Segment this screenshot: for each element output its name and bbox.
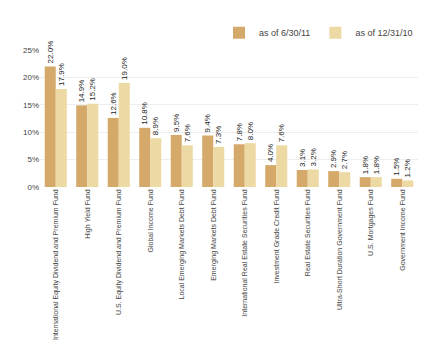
svg-text:25%: 25%: [23, 46, 39, 55]
svg-text:8.0%: 8.0%: [246, 122, 255, 140]
svg-text:9.4%: 9.4%: [203, 114, 212, 132]
svg-text:10%: 10%: [23, 128, 39, 137]
svg-text:15%: 15%: [23, 101, 39, 110]
svg-text:1.5%: 1.5%: [392, 158, 401, 176]
svg-text:3.1%: 3.1%: [298, 149, 307, 167]
svg-text:0%: 0%: [27, 183, 39, 192]
svg-text:3.2%: 3.2%: [309, 148, 318, 166]
svg-text:International Real Estate Secu: International Real Estate Securities Fun…: [241, 189, 248, 316]
svg-text:1.8%: 1.8%: [372, 156, 381, 174]
svg-text:7.6%: 7.6%: [277, 124, 286, 142]
svg-text:Government Income Fund: Government Income Fund: [399, 189, 406, 270]
svg-text:High Yield Fund: High Yield Fund: [84, 189, 92, 239]
svg-text:U.S. Mortgages Fund: U.S. Mortgages Fund: [367, 189, 375, 256]
svg-text:Local Emerging Markets Debt Fu: Local Emerging Markets Debt Fund: [178, 189, 186, 299]
svg-text:20%: 20%: [23, 73, 39, 82]
svg-text:1.8%: 1.8%: [361, 156, 370, 174]
svg-text:International Equity Dividend: International Equity Dividend and Premiu…: [52, 189, 60, 340]
svg-text:1.2%: 1.2%: [403, 159, 412, 177]
svg-text:as of 6/30/11: as of 6/30/11: [259, 28, 310, 38]
svg-text:14.9%: 14.9%: [77, 80, 86, 103]
svg-text:17.9%: 17.9%: [57, 63, 66, 86]
svg-text:9.5%: 9.5%: [172, 114, 181, 132]
svg-text:7.8%: 7.8%: [235, 123, 244, 141]
svg-text:as of 12/31/10: as of 12/31/10: [355, 28, 412, 38]
svg-text:4.0%: 4.0%: [266, 144, 275, 162]
svg-text:Ultra-Short Duration Governmen: Ultra-Short Duration Government Fund: [336, 189, 343, 310]
svg-text:Emerging Markets Debt Fund: Emerging Markets Debt Fund: [210, 189, 218, 281]
svg-text:22.0%: 22.0%: [46, 41, 55, 64]
svg-text:U.S. Equity Dividend and Premi: U.S. Equity Dividend and Premium Fund: [115, 189, 123, 315]
svg-text:19.0%: 19.0%: [120, 57, 129, 80]
svg-text:2.7%: 2.7%: [340, 151, 349, 169]
svg-text:5%: 5%: [27, 155, 39, 164]
svg-text:Real Estate Securities Fund: Real Estate Securities Fund: [304, 189, 311, 276]
svg-text:15.2%: 15.2%: [88, 78, 97, 101]
svg-text:7.6%: 7.6%: [183, 124, 192, 142]
svg-text:Global Income Fund: Global Income Fund: [147, 189, 154, 252]
svg-text:12.6%: 12.6%: [109, 92, 118, 115]
svg-text:10.8%: 10.8%: [140, 102, 149, 125]
svg-text:2.9%: 2.9%: [329, 150, 338, 168]
svg-text:8.9%: 8.9%: [151, 117, 160, 135]
svg-text:Investment Grade Credit Fund: Investment Grade Credit Fund: [273, 189, 280, 283]
svg-text:7.3%: 7.3%: [214, 126, 223, 144]
